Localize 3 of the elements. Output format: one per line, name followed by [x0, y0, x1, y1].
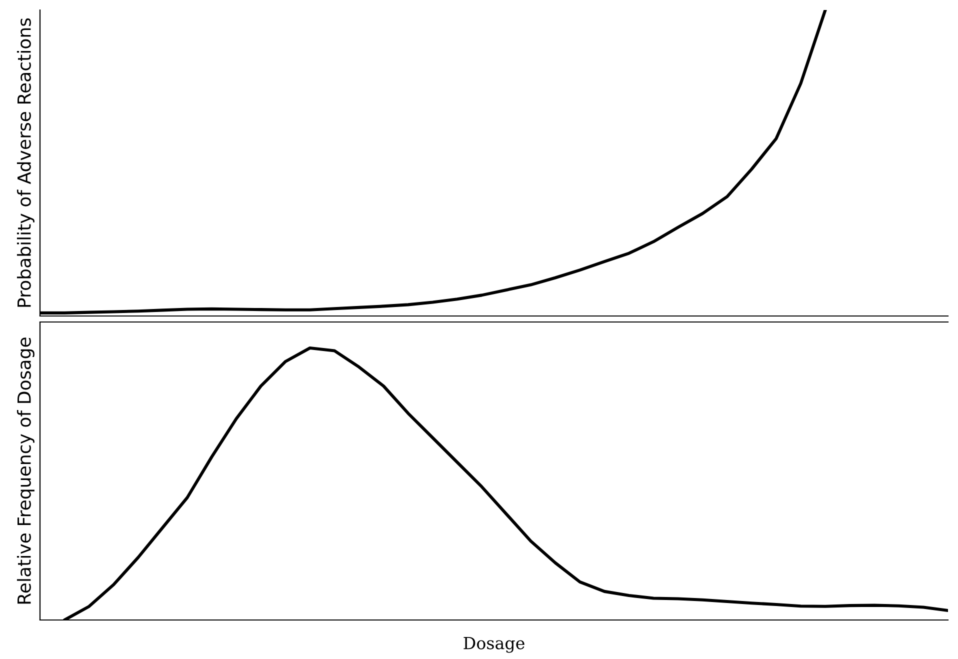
y-axis-title: Relative Frequency of Dosage — [16, 338, 34, 604]
y-axis-title: Probability of Adverse Reactions — [16, 18, 34, 307]
x-axis-title: Dosage — [464, 636, 524, 653]
